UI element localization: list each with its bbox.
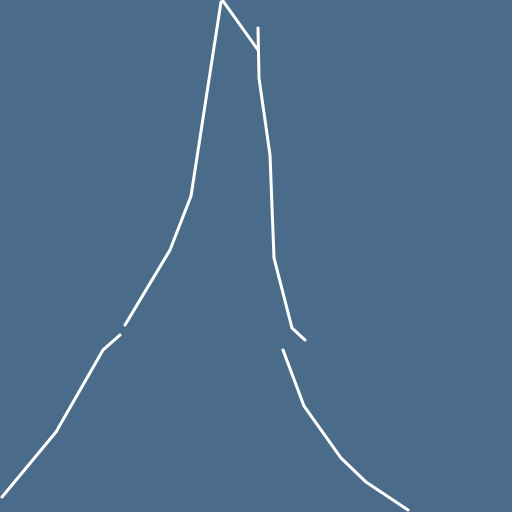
- left-outline-lower: [0, 333, 122, 499]
- top-peak-edge: [221, 0, 260, 52]
- line-drawing: [0, 0, 410, 512]
- right-outline-lower: [281, 348, 410, 512]
- right-outline-upper: [256, 26, 307, 342]
- left-outline-upper: [123, 0, 223, 327]
